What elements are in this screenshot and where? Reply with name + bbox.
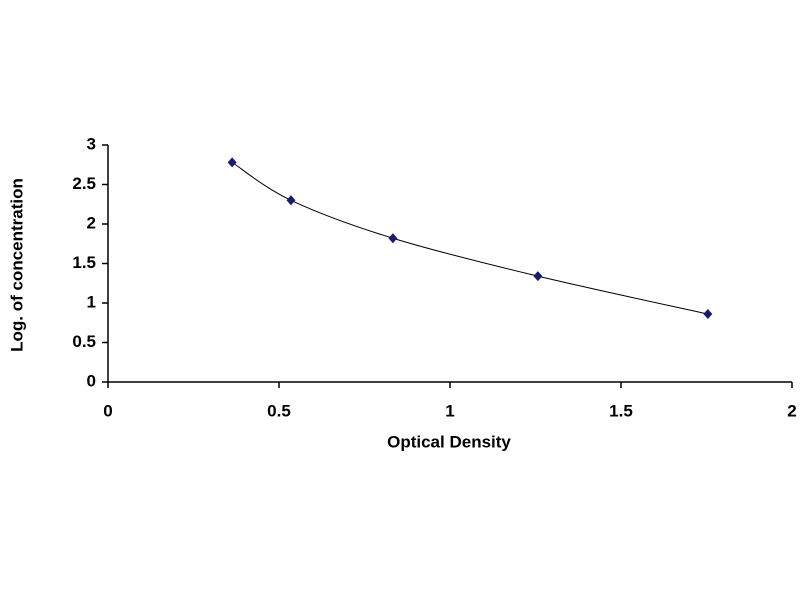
y-axis-title: Log. of concentration: [7, 178, 26, 352]
y-tick-label: 3: [87, 134, 96, 153]
y-tick-label: 0: [87, 371, 96, 390]
marker: [388, 233, 398, 244]
y-tick-label: 2: [87, 213, 96, 232]
marker: [703, 309, 713, 320]
y-tick-label: 2.5: [72, 174, 96, 193]
marker: [227, 157, 237, 168]
x-tick-label: 0.5: [267, 401, 291, 420]
x-tick-label: 1: [445, 401, 454, 420]
marker: [286, 195, 296, 206]
x-axis-title: Optical Density: [387, 432, 511, 451]
x-tick-label: 0: [103, 401, 112, 420]
x-tick-label: 1.5: [609, 401, 633, 420]
marker: [533, 271, 543, 282]
y-tick-label: 1.5: [72, 253, 96, 272]
y-tick-label: 0.5: [72, 332, 96, 351]
x-tick-label: 2: [787, 401, 796, 420]
y-tick-label: 1: [87, 292, 96, 311]
curve: [231, 161, 708, 315]
